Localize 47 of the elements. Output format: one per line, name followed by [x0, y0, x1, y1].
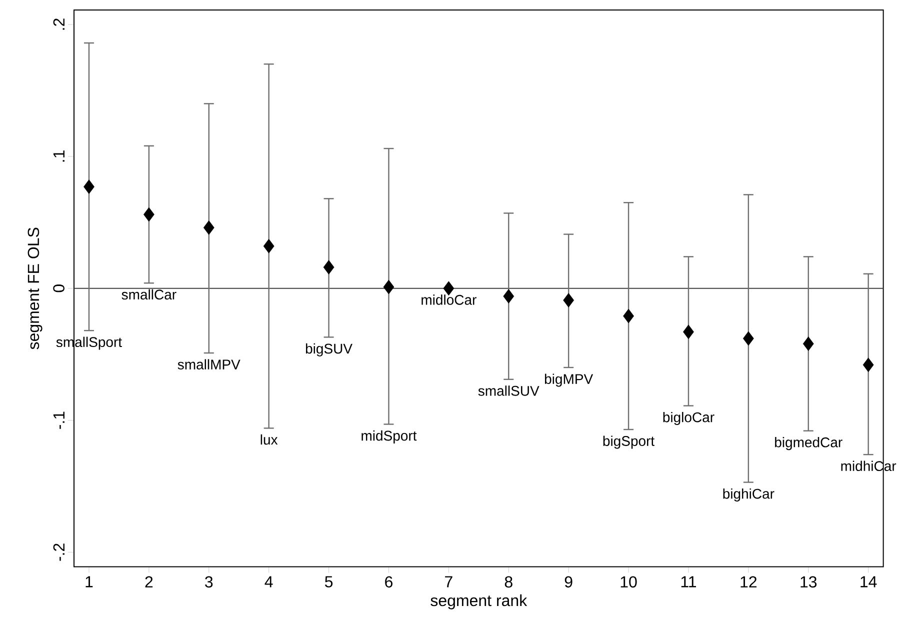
x-tick-label: 9 — [564, 576, 572, 588]
point — [862, 358, 874, 372]
annotation: smallMPV — [178, 359, 240, 370]
point — [203, 220, 214, 235]
point — [742, 331, 754, 346]
x-tick-label: 7 — [445, 576, 452, 588]
point — [683, 324, 694, 340]
x-tick-label: 8 — [504, 576, 512, 588]
x-tick-label: 14 — [860, 576, 877, 588]
annotation: bigmedCar — [775, 437, 842, 450]
x-tick-label: 3 — [205, 576, 213, 588]
annotation: midSport — [362, 430, 417, 444]
annotation: bigMPV — [544, 374, 594, 387]
x-tick-label: 12 — [740, 576, 757, 588]
annotation: smallCar — [122, 289, 176, 300]
x-tick-label: 2 — [145, 576, 153, 588]
x-tick-label: 1 — [86, 576, 93, 588]
point — [623, 308, 634, 324]
x-tick-label: 13 — [800, 576, 817, 588]
point — [383, 280, 394, 294]
annotation: midloCar — [422, 294, 476, 305]
y-tick-label: -.2 — [53, 544, 64, 561]
x-tick-label: 10 — [620, 576, 637, 588]
x-tick-label: 5 — [324, 576, 333, 588]
annotation: bigSport — [603, 436, 654, 449]
x-tick-label: 4 — [264, 576, 273, 588]
x-tick-label: 6 — [385, 576, 392, 588]
point — [563, 293, 574, 308]
point — [443, 281, 454, 296]
x-axis-title: segment rank — [430, 594, 528, 610]
x-tick-label: 11 — [681, 576, 696, 588]
annotation: lux — [260, 434, 278, 445]
point — [263, 238, 274, 254]
y-axis-title: segment FE OLS — [28, 228, 42, 350]
y-tick-label: 0 — [53, 284, 64, 292]
point — [323, 260, 334, 274]
annotation: bigloCar — [663, 412, 714, 425]
y-tick-label: .1 — [53, 150, 64, 162]
point — [802, 336, 814, 351]
annotation: bighiCar — [723, 488, 774, 502]
point — [503, 289, 514, 304]
point — [84, 180, 94, 194]
y-tick-label: -.1 — [53, 412, 64, 429]
y-tick-label: .2 — [53, 18, 64, 30]
point — [143, 207, 154, 222]
annotation: smallSUV — [478, 386, 540, 396]
annotation: bigSUV — [306, 343, 352, 356]
